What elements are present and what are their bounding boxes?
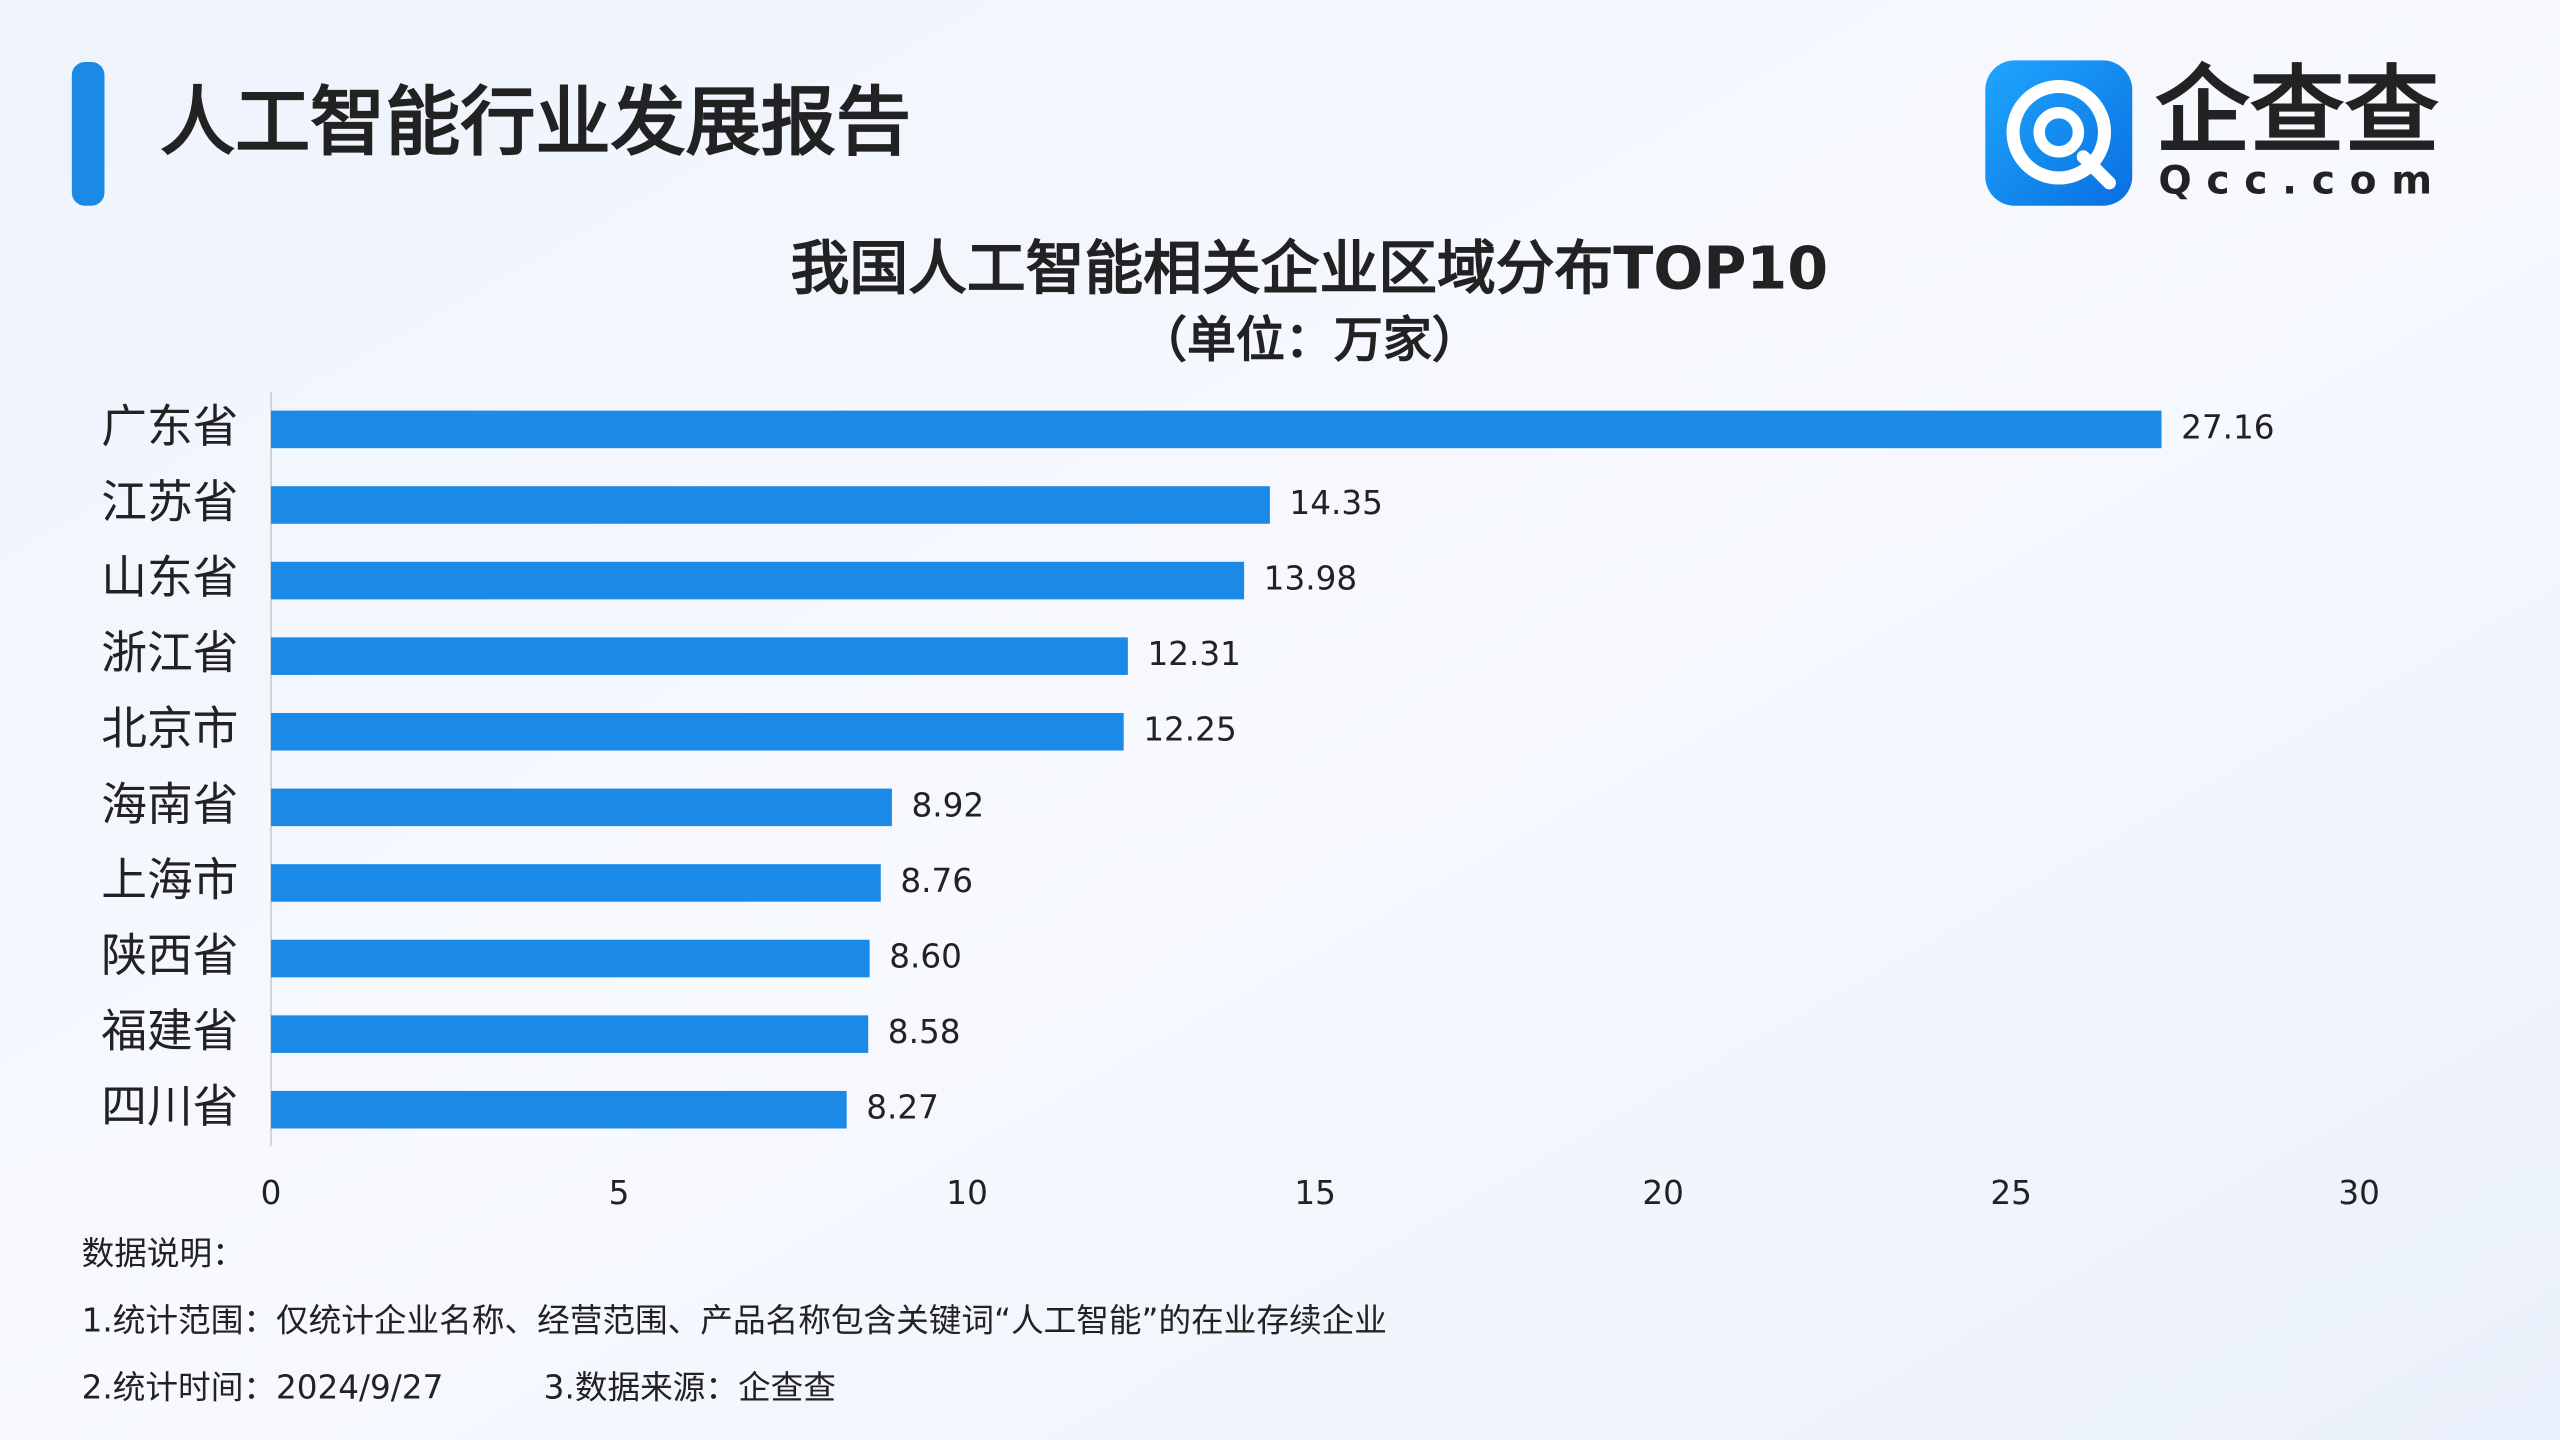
value-label: 8.27: [866, 1089, 939, 1127]
value-label: 27.16: [2181, 408, 2274, 446]
bar: [271, 712, 1124, 751]
y-tick-label: 山东省: [101, 551, 238, 604]
accent-bar: [71, 62, 105, 206]
bar: [271, 410, 2162, 449]
y-tick-label: 广东省: [101, 400, 238, 453]
y-tick-label: 四川省: [101, 1080, 238, 1133]
value-label: 8.60: [889, 938, 962, 976]
value-label: 8.58: [888, 1013, 961, 1051]
bar: [271, 939, 870, 978]
y-tick-label: 上海市: [101, 853, 238, 906]
logo-domain: Qcc.com: [2158, 158, 2446, 203]
bar: [271, 486, 1270, 524]
y-tick-label: 陕西省: [101, 929, 238, 982]
y-tick-label: 北京市: [101, 702, 238, 755]
bar: [271, 788, 892, 827]
logo-name: 企查查: [2155, 56, 2439, 166]
value-label: 12.31: [1147, 635, 1240, 673]
value-label: 14.35: [1289, 484, 1382, 522]
notes-time: 2.统计时间：2024/9/27: [82, 1368, 444, 1406]
x-tick-label: 0: [261, 1174, 282, 1212]
y-tick-label: 浙江省: [101, 627, 238, 680]
x-tick-label: 15: [1294, 1174, 1336, 1212]
notes-source: 3.数据来源：企查查: [544, 1368, 836, 1406]
notes-scope: 1.统计范围：仅统计企业名称、经营范围、产品名称包含关键词“人工智能”的在业存续…: [82, 1301, 1387, 1339]
logo-tail: [2076, 150, 2116, 190]
chart-title: 我国人工智能相关企业区域分布TOP10: [791, 234, 1829, 303]
bar: [271, 864, 881, 902]
logo-ring: [2006, 80, 2112, 185]
x-tick-label: 30: [2338, 1174, 2380, 1212]
y-tick-label: 福建省: [101, 1005, 238, 1058]
value-label: 12.25: [1143, 711, 1236, 749]
y-tick-label: 江苏省: [101, 475, 238, 528]
x-tick-label: 10: [946, 1174, 988, 1212]
value-label: 8.76: [900, 862, 973, 900]
chart-subtitle: （单位：万家）: [1138, 311, 1481, 368]
x-tick-label: 5: [609, 1174, 630, 1212]
bar: [271, 1090, 847, 1129]
bar: [271, 1015, 869, 1053]
notes-heading: 数据说明：: [82, 1235, 245, 1273]
bar: [271, 561, 1245, 600]
y-tick-label: 海南省: [101, 778, 238, 831]
value-label: 13.98: [1264, 560, 1357, 598]
x-tick-label: 25: [1990, 1174, 2032, 1212]
logo: 企查查 Qcc.com: [1985, 56, 2446, 206]
page-title: 人工智能行业发展报告: [160, 78, 911, 166]
value-label: 8.92: [911, 786, 984, 824]
bar: [271, 637, 1128, 675]
x-tick-label: 20: [1642, 1174, 1684, 1212]
logo-ring: [2033, 106, 2085, 158]
